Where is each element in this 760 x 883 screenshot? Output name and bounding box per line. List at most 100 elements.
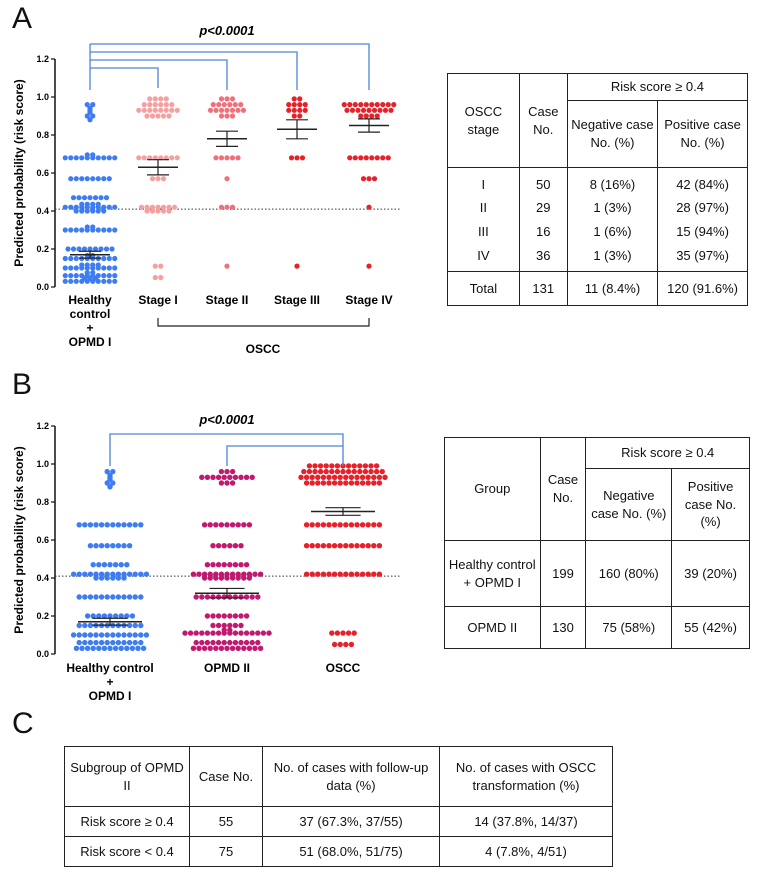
data-point: [79, 155, 85, 161]
data-point: [315, 522, 321, 528]
table-a-pos-2: 28 (97%): [657, 195, 748, 220]
data-point: [320, 474, 327, 480]
data-point: [227, 562, 233, 568]
data-point: [302, 107, 308, 113]
data-point: [224, 645, 230, 651]
data-point: [207, 522, 213, 528]
data-point: [98, 594, 105, 600]
data-point: [385, 155, 391, 161]
data-point: [303, 543, 310, 549]
data-point: [241, 522, 247, 528]
data-point: [210, 594, 216, 600]
data-point: [98, 632, 105, 638]
data-point: [84, 113, 90, 119]
data-point: [76, 594, 82, 600]
data-point: [136, 107, 142, 113]
data-point: [81, 195, 88, 201]
data-point: [243, 630, 250, 636]
data-point: [132, 622, 138, 629]
data-point: [101, 255, 107, 262]
data-point: [229, 468, 236, 475]
data-point: [352, 102, 358, 108]
data-point: [243, 594, 250, 600]
data-point: [155, 113, 161, 119]
data-point: [107, 484, 113, 490]
data-point: [73, 155, 79, 161]
data-point: [343, 543, 349, 549]
table-c-header-transformation: No. of cases with OSCC transformation (%…: [439, 746, 613, 807]
table-a-header-negative: Negative case No. (%): [566, 100, 659, 168]
significance-bracket: [90, 43, 370, 90]
data-point: [118, 645, 124, 651]
table-c-follow-1: 37 (67.3%, 37/55): [262, 806, 440, 837]
data-point: [241, 575, 247, 581]
data-point: [109, 246, 115, 252]
data-point: [354, 571, 360, 577]
data-point: [349, 107, 356, 113]
x-category-label: Healthy: [68, 293, 112, 307]
data-point: [341, 102, 347, 108]
data-point: [382, 107, 389, 113]
data-point: [84, 152, 90, 158]
data-point: [374, 113, 380, 119]
data-point: [315, 480, 321, 486]
y-tick-label: 0.8: [36, 497, 49, 507]
data-point: [84, 270, 90, 276]
data-point: [104, 480, 110, 486]
data-point: [315, 571, 321, 577]
table-a-case-2: 29: [518, 195, 568, 220]
y-tick-label: 0.8: [36, 130, 49, 140]
x-category-label: OPMD I: [89, 689, 132, 703]
data-point: [68, 255, 74, 262]
data-point: [348, 543, 355, 549]
data-point: [65, 246, 71, 252]
data-point: [141, 102, 147, 108]
data-point: [90, 176, 96, 182]
data-point: [107, 613, 113, 619]
data-point: [93, 571, 99, 577]
data-point: [121, 571, 127, 577]
data-point: [213, 575, 219, 581]
data-point: [334, 463, 341, 469]
data-point: [101, 208, 107, 214]
data-point: [286, 107, 292, 113]
data-point: [112, 204, 118, 210]
data-point: [106, 204, 112, 210]
data-point: [366, 204, 372, 210]
data-point: [365, 480, 371, 486]
data-point: [291, 113, 297, 119]
data-point: [331, 543, 338, 549]
data-point: [309, 474, 315, 480]
data-point: [84, 201, 90, 207]
data-point: [144, 204, 150, 210]
data-point: [158, 96, 164, 102]
data-point: [82, 594, 88, 600]
data-point: [182, 630, 188, 636]
data-point: [224, 107, 230, 113]
data-point: [229, 155, 236, 161]
data-point: [76, 195, 82, 201]
oscc-group-bracket: [157, 318, 370, 327]
data-point: [138, 204, 145, 210]
data-point: [115, 632, 122, 638]
data-point: [215, 562, 222, 568]
data-point: [73, 204, 79, 210]
data-point: [371, 474, 377, 480]
p-value-label: p<0.0001: [198, 412, 254, 427]
table-a-total-neg: 11 (8.4%): [566, 271, 659, 307]
data-point: [115, 543, 122, 549]
data-point: [252, 571, 258, 577]
data-point: [68, 265, 74, 271]
data-point: [87, 632, 94, 638]
data-point: [115, 571, 122, 577]
data-point: [118, 613, 124, 619]
data-point: [73, 255, 79, 262]
data-point: [93, 522, 99, 528]
data-point: [82, 571, 88, 577]
data-point: [224, 480, 230, 486]
data-point: [221, 102, 227, 108]
data-point: [360, 176, 367, 182]
data-point: [73, 273, 79, 279]
data-point: [235, 155, 241, 161]
data-point: [213, 107, 219, 113]
